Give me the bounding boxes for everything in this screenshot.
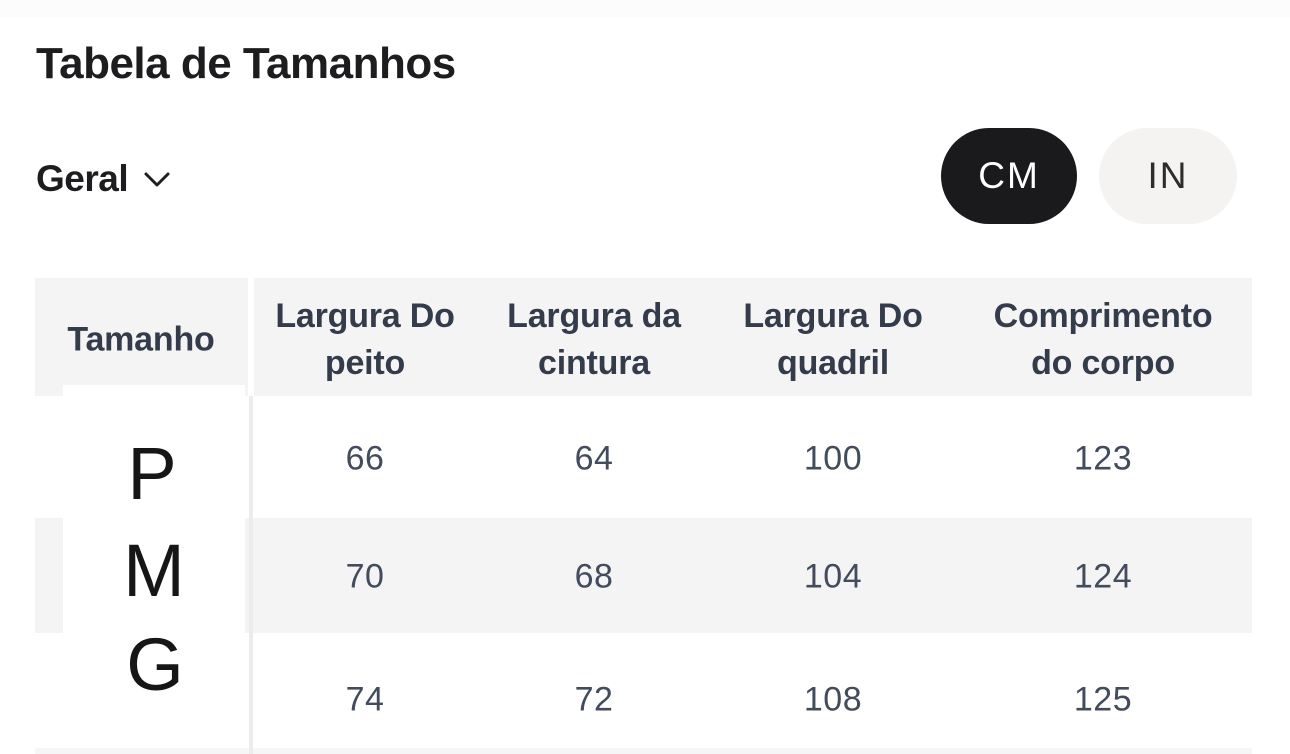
table-cell: 104 [803, 557, 863, 596]
table-header-bg-size-col [35, 278, 248, 396]
table-cell: 124 [1073, 557, 1133, 596]
table-cell: 100 [803, 439, 863, 478]
column-header-comprimento: Comprimento do corpo [993, 297, 1213, 382]
chevron-down-icon [143, 171, 171, 194]
unit-cm-button[interactable]: CM [941, 128, 1077, 224]
next-row-stripe-peek [35, 748, 1252, 754]
table-cell: 108 [803, 680, 863, 719]
table-cell: 70 [345, 557, 385, 596]
table-cell: 125 [1073, 680, 1133, 719]
column-header-tamanho: Tamanho [67, 320, 215, 359]
size-label-m: M [123, 529, 185, 612]
size-column-overlay [63, 385, 245, 748]
top-edge-strip [0, 0, 1290, 17]
column-separator [249, 396, 253, 754]
table-header-bg-data-cols [254, 278, 1252, 396]
table-cell: 66 [345, 439, 385, 478]
size-label-p: P [127, 432, 177, 515]
category-dropdown-label: Geral [36, 158, 129, 199]
table-cell: 64 [574, 439, 614, 478]
page-title: Tabela de Tamanhos [36, 39, 456, 88]
table-cell: 68 [574, 557, 614, 596]
category-dropdown[interactable]: Geral [36, 158, 171, 200]
column-header-cintura: Largura da cintura [507, 297, 681, 382]
table-cell: 74 [345, 680, 385, 719]
table-cell: 72 [574, 680, 614, 719]
column-header-quadril: Largura Do quadril [743, 297, 923, 382]
table-cell: 123 [1073, 439, 1133, 478]
column-header-peito: Largura Do peito [275, 297, 455, 382]
unit-in-button[interactable]: IN [1099, 128, 1237, 224]
size-label-g: G [126, 623, 184, 706]
